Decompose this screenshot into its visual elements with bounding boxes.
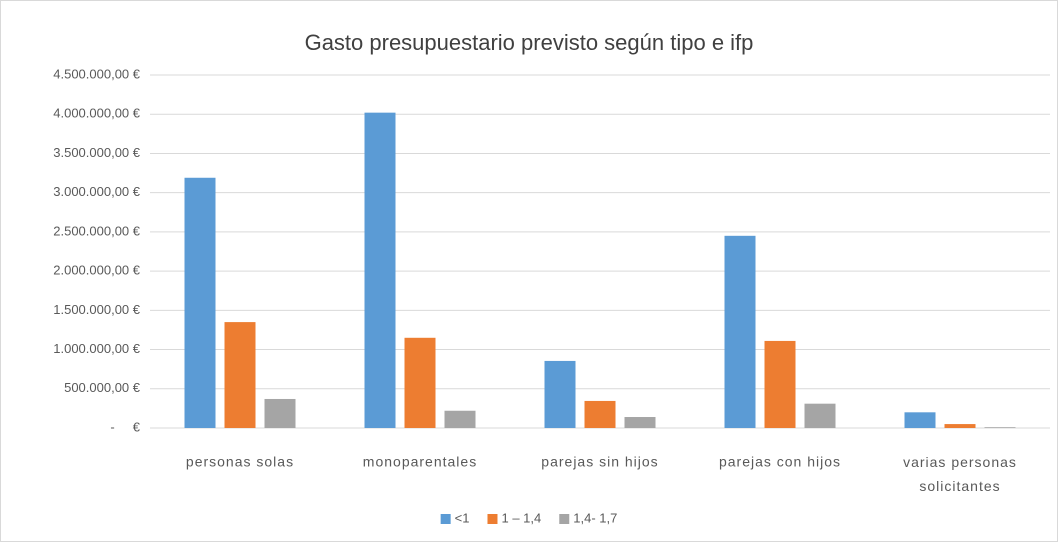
bar bbox=[904, 412, 936, 428]
bar bbox=[404, 337, 436, 428]
bar bbox=[624, 417, 656, 428]
y-tick-label: 1.500.000,00 € bbox=[53, 302, 141, 317]
chart-title: Gasto presupuestario previsto según tipo… bbox=[305, 30, 754, 55]
x-tick-label: varias personas solicitantes bbox=[903, 454, 1017, 494]
x-tick-label: monoparentales bbox=[363, 454, 477, 470]
x-tick-label: parejas sin hijos bbox=[541, 454, 658, 470]
y-tick-label: 3.000.000,00 € bbox=[53, 184, 141, 199]
bar bbox=[184, 177, 216, 428]
y-tick-label: 3.500.000,00 € bbox=[53, 145, 141, 160]
y-tick-label: - € bbox=[110, 419, 140, 434]
y-tick-label: 1.000.000,00 € bbox=[53, 341, 141, 356]
y-tick-label: 500.000,00 € bbox=[64, 380, 141, 395]
legend-swatch bbox=[487, 514, 498, 524]
legend-label: <1 bbox=[455, 510, 470, 525]
y-tick-label: 4.500.000,00 € bbox=[53, 66, 141, 81]
bar bbox=[584, 400, 616, 428]
bar bbox=[544, 360, 576, 428]
legend-swatch bbox=[440, 514, 451, 524]
bar bbox=[224, 322, 256, 428]
legend-item: 1,4- 1,7 bbox=[559, 510, 617, 525]
bar bbox=[944, 424, 976, 428]
bar bbox=[984, 427, 1016, 428]
bar bbox=[804, 403, 836, 428]
y-tick-label: 2.500.000,00 € bbox=[53, 223, 141, 238]
legend-label: 1 – 1,4 bbox=[501, 510, 541, 525]
bar bbox=[444, 410, 476, 428]
legend-item: 1 – 1,4 bbox=[487, 510, 541, 525]
legend-label: 1,4- 1,7 bbox=[573, 510, 617, 525]
bar bbox=[724, 235, 756, 428]
legend-item: <1 bbox=[440, 510, 470, 525]
x-tick-label: parejas con hijos bbox=[719, 454, 841, 470]
bar bbox=[764, 340, 796, 428]
legend-swatch bbox=[559, 514, 570, 524]
y-tick-label: 2.000.000,00 € bbox=[53, 263, 141, 278]
x-tick-label: personas solas bbox=[186, 454, 294, 470]
bar bbox=[364, 112, 396, 429]
bar bbox=[264, 398, 296, 428]
y-tick-label: 4.000.000,00 € bbox=[53, 106, 141, 121]
